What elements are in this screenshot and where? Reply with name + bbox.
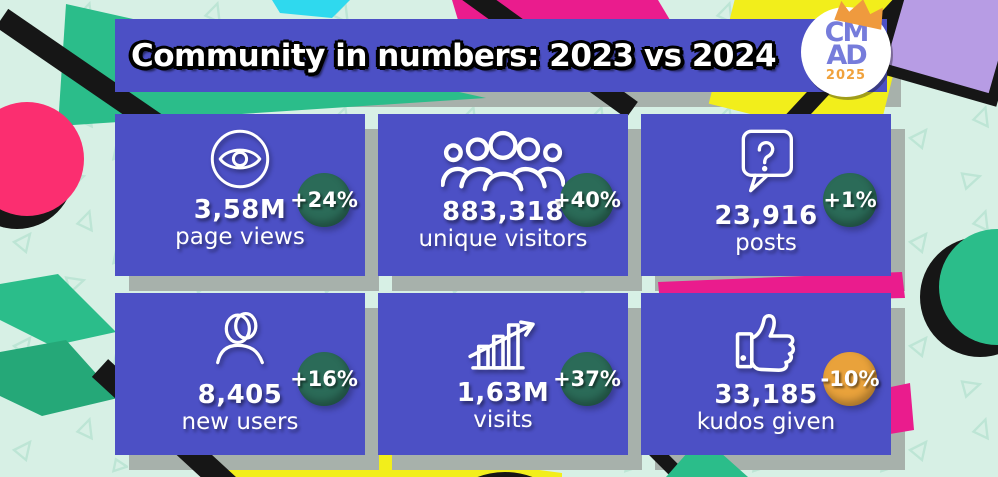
delta-value: +37%: [553, 367, 621, 391]
delta-value: -10%: [820, 367, 880, 391]
thumbs-up-icon: [735, 313, 796, 372]
cmad-logo-badge: CM AD 2025: [801, 0, 891, 97]
stat-label: kudos given: [696, 409, 836, 436]
stat-label: visits: [473, 407, 533, 434]
stat-card-unique-visitors: 883,318 unique visitors +40%: [378, 114, 628, 276]
stat-card-page-views: 3,58M page views +24%: [115, 114, 365, 276]
crown-icon: [831, 0, 889, 36]
people-group-icon: [441, 130, 565, 192]
stat-card-posts: 23,916 posts +1%: [641, 114, 891, 276]
stat-label: unique visitors: [418, 226, 588, 253]
delta-badge: +24%: [290, 173, 358, 227]
delta-badge: +16%: [290, 352, 358, 406]
stat-value: 8,405: [197, 380, 283, 410]
delta-badge: +37%: [553, 352, 621, 406]
stat-card-visits: 1,63M visits +37%: [378, 293, 628, 455]
delta-badge: +1%: [823, 173, 877, 227]
stat-label: posts: [735, 230, 797, 257]
delta-value: +1%: [823, 188, 877, 212]
delta-badge: +40%: [553, 173, 621, 227]
header: Community in numbers: 2023 vs 2024: [115, 19, 887, 92]
stat-value: 23,916: [714, 201, 818, 231]
stat-value: 883,318: [442, 197, 564, 227]
question-bubble-icon: [741, 129, 793, 193]
eye-icon: [210, 129, 270, 189]
person-icon: [216, 312, 264, 365]
stat-card-kudos-given: 33,185 kudos given -10%: [641, 293, 891, 455]
stat-value: 3,58M: [193, 195, 287, 225]
delta-badge: -10%: [820, 352, 880, 406]
stat-value: 1,63M: [456, 378, 550, 408]
delta-value: +16%: [290, 367, 358, 391]
page-title: Community in numbers: 2023 vs 2024: [131, 37, 777, 74]
logo-line-2: AD: [826, 39, 867, 71]
delta-value: +40%: [553, 188, 621, 212]
stat-value: 33,185: [714, 380, 818, 410]
logo-year: 2025: [825, 67, 867, 83]
bar-chart-icon: [468, 320, 535, 370]
stat-label: page views: [175, 224, 305, 251]
delta-value: +24%: [290, 188, 358, 212]
stat-card-new-users: 8,405 new users +16%: [115, 293, 365, 455]
stat-label: new users: [181, 409, 299, 436]
